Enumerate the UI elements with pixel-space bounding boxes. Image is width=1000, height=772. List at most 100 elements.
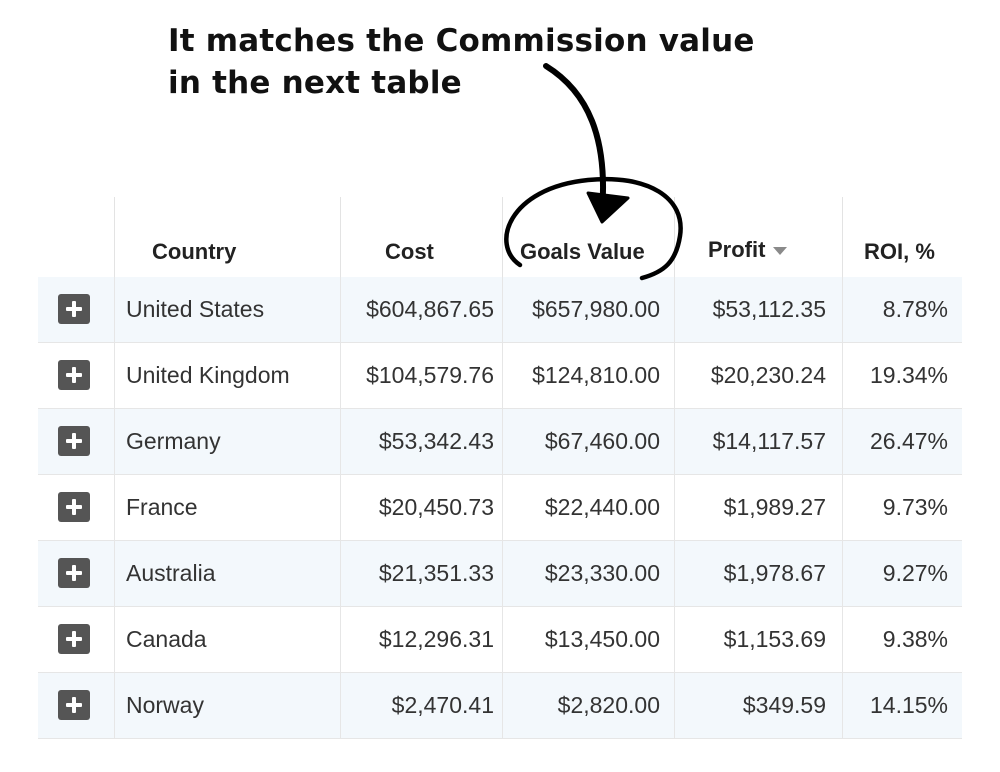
- cell-goals-value: $67,460.00: [544, 428, 660, 454]
- column-header-roi[interactable]: ROI, %: [842, 197, 962, 277]
- column-divider: [502, 541, 503, 606]
- column-divider: [674, 673, 675, 738]
- column-divider: [842, 409, 843, 474]
- column-divider: [114, 277, 115, 342]
- column-divider: [114, 343, 115, 408]
- column-divider: [340, 541, 341, 606]
- column-divider: [502, 197, 503, 277]
- column-divider: [842, 475, 843, 540]
- table-row: Germany $53,342.43 $67,460.00 $14,117.57 26.…: [38, 409, 962, 475]
- cell-roi: 9.73%: [882, 494, 948, 520]
- cell-profit: $1,153.69: [723, 626, 826, 652]
- cell-goals-value: $22,440.00: [544, 494, 660, 520]
- expand-row-icon[interactable]: [58, 690, 90, 720]
- column-divider: [674, 409, 675, 474]
- cell-country: Germany: [126, 428, 221, 454]
- cell-roi: 14.15%: [869, 692, 948, 718]
- column-header-profit[interactable]: Profit: [674, 197, 842, 277]
- column-divider: [842, 277, 843, 342]
- column-divider: [842, 343, 843, 408]
- cell-cost: $104,579.76: [366, 362, 494, 388]
- cell-goals-value: $124,810.00: [532, 362, 660, 388]
- cell-country: United States: [126, 296, 265, 322]
- column-divider: [114, 197, 115, 277]
- column-divider: [114, 475, 115, 540]
- table-body: United States $604,867.65 $657,980.00 $53,1…: [38, 277, 962, 739]
- table-header: Country Cost Goals Value Profit ROI, %: [38, 197, 962, 277]
- column-divider: [502, 277, 503, 342]
- expand-row-icon[interactable]: [58, 624, 90, 654]
- cell-roi: 9.38%: [882, 626, 948, 652]
- column-divider: [340, 475, 341, 540]
- column-header-label-text: Profit: [708, 237, 766, 262]
- column-divider: [674, 607, 675, 672]
- column-header-label: Goals Value: [520, 239, 645, 264]
- column-divider: [340, 607, 341, 672]
- table-row: France $20,450.73 $22,440.00 $1,989.27 9.73%: [38, 475, 962, 541]
- column-divider: [340, 197, 341, 277]
- table-row: Australia $21,351.33 $23,330.00 $1,978.67 9.…: [38, 541, 962, 607]
- column-header-country[interactable]: Country: [114, 197, 340, 277]
- cell-profit: $20,230.24: [710, 362, 826, 388]
- column-divider: [340, 409, 341, 474]
- cell-goals-value: $23,330.00: [544, 560, 660, 586]
- column-header-label: ROI, %: [864, 239, 935, 264]
- expand-row-icon[interactable]: [58, 426, 90, 456]
- cell-goals-value: $2,820.00: [557, 692, 660, 718]
- cell-profit: $349.59: [742, 692, 826, 718]
- table-row: United Kingdom $104,579.76 $124,810.00 $20,…: [38, 343, 962, 409]
- column-divider: [340, 277, 341, 342]
- expand-row-icon[interactable]: [58, 294, 90, 324]
- column-header-label: Country: [152, 239, 237, 264]
- cell-country: United Kingdom: [126, 362, 290, 388]
- cell-profit: $53,112.35: [712, 296, 826, 322]
- column-divider: [842, 673, 843, 738]
- annotation-line-1: It matches the Commission value: [168, 23, 755, 59]
- annotation-text: It matches the Commission value in the n…: [168, 20, 755, 104]
- column-divider: [674, 343, 675, 408]
- cell-profit: $1,978.67: [723, 560, 826, 586]
- annotation-line-2: in the next table: [168, 65, 462, 101]
- column-divider: [502, 673, 503, 738]
- column-header-cost[interactable]: Cost: [340, 197, 502, 277]
- sort-descending-icon: [773, 247, 788, 256]
- cell-roi: 9.27%: [882, 560, 948, 586]
- cell-profit: $1,989.27: [723, 494, 826, 520]
- cell-cost: $2,470.41: [391, 692, 494, 718]
- column-divider: [114, 541, 115, 606]
- expand-row-icon[interactable]: [58, 558, 90, 588]
- cell-goals-value: $657,980.00: [532, 296, 660, 322]
- column-divider: [842, 541, 843, 606]
- cell-country: France: [126, 494, 198, 520]
- column-divider: [502, 343, 503, 408]
- column-divider: [502, 409, 503, 474]
- table-row: Norway $2,470.41 $2,820.00 $349.59 14.15%: [38, 673, 962, 739]
- table-row: United States $604,867.65 $657,980.00 $53,1…: [38, 277, 962, 343]
- expand-row-icon[interactable]: [58, 492, 90, 522]
- countries-table: Country Cost Goals Value Profit ROI, % U…: [38, 197, 962, 739]
- cell-cost: $21,351.33: [378, 560, 494, 586]
- cell-cost: $12,296.31: [378, 626, 494, 652]
- column-header-goals-value[interactable]: Goals Value: [502, 197, 674, 277]
- cell-goals-value: $13,450.00: [544, 626, 660, 652]
- cell-roi: 26.47%: [869, 428, 948, 454]
- column-divider: [674, 277, 675, 342]
- expand-row-icon[interactable]: [58, 360, 90, 390]
- column-divider: [842, 607, 843, 672]
- cell-roi: 19.34%: [869, 362, 948, 388]
- cell-country: Norway: [126, 692, 204, 718]
- cell-cost: $20,450.73: [378, 494, 494, 520]
- cell-country: Australia: [126, 560, 216, 586]
- table-row: Canada $12,296.31 $13,450.00 $1,153.69 9.38%: [38, 607, 962, 673]
- column-divider: [674, 541, 675, 606]
- column-header-label: Cost: [385, 239, 434, 264]
- column-divider: [674, 475, 675, 540]
- column-divider: [842, 197, 843, 277]
- cell-roi: 8.78%: [882, 296, 948, 322]
- column-divider: [340, 673, 341, 738]
- cell-country: Canada: [126, 626, 207, 652]
- cell-cost: $53,342.43: [378, 428, 494, 454]
- column-divider: [502, 607, 503, 672]
- column-divider: [114, 409, 115, 474]
- column-divider: [114, 673, 115, 738]
